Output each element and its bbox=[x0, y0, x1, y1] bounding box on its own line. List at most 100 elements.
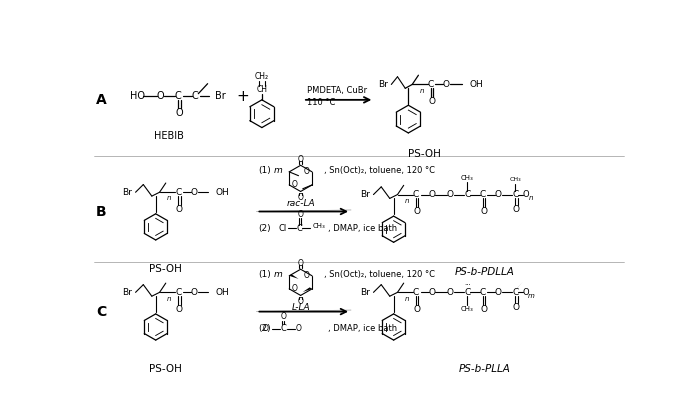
Text: O: O bbox=[298, 210, 303, 219]
Text: HEBIB: HEBIB bbox=[154, 131, 184, 141]
Text: O: O bbox=[480, 305, 487, 314]
Text: n: n bbox=[419, 88, 424, 94]
Text: A: A bbox=[96, 93, 107, 107]
Text: C: C bbox=[464, 190, 470, 199]
Text: PS-b-PLLA: PS-b-PLLA bbox=[458, 364, 510, 374]
Text: C: C bbox=[97, 305, 106, 319]
Text: (2): (2) bbox=[258, 224, 271, 233]
Text: O: O bbox=[176, 205, 183, 214]
Text: 110 °C: 110 °C bbox=[307, 98, 335, 107]
Text: Br: Br bbox=[122, 188, 132, 197]
Text: CH₃: CH₃ bbox=[461, 306, 474, 312]
Text: O: O bbox=[281, 312, 286, 322]
Text: , DMAP, ice bath: , DMAP, ice bath bbox=[328, 224, 397, 233]
Text: O: O bbox=[512, 205, 519, 215]
Text: Br: Br bbox=[360, 288, 370, 297]
Text: m: m bbox=[274, 270, 282, 279]
Text: n: n bbox=[167, 195, 171, 201]
Text: O: O bbox=[298, 259, 304, 268]
Text: O: O bbox=[428, 288, 435, 297]
Text: CH₃: CH₃ bbox=[313, 223, 326, 229]
Text: m: m bbox=[527, 293, 534, 299]
Text: n: n bbox=[167, 295, 171, 302]
Text: CH₃: CH₃ bbox=[510, 177, 521, 182]
Text: O: O bbox=[263, 324, 269, 333]
Text: O: O bbox=[190, 188, 197, 197]
Text: C: C bbox=[175, 288, 181, 297]
Polygon shape bbox=[515, 281, 523, 290]
Text: (1): (1) bbox=[258, 166, 271, 175]
Text: m: m bbox=[274, 166, 282, 175]
Text: O: O bbox=[176, 305, 183, 314]
Text: O: O bbox=[304, 271, 309, 280]
Text: +: + bbox=[236, 88, 249, 103]
Text: rac-LA: rac-LA bbox=[286, 199, 315, 208]
Text: C: C bbox=[512, 288, 519, 297]
Text: , Sn(Oct)₂, toluene, 120 °C: , Sn(Oct)₂, toluene, 120 °C bbox=[324, 166, 435, 175]
Text: O: O bbox=[414, 207, 421, 216]
Text: n: n bbox=[405, 198, 409, 204]
Text: O: O bbox=[443, 80, 450, 89]
Text: O: O bbox=[298, 155, 304, 164]
Text: O: O bbox=[157, 91, 164, 101]
Text: , DMAP, ice bath: , DMAP, ice bath bbox=[328, 324, 397, 333]
Text: O: O bbox=[292, 284, 298, 293]
Text: PMDETA, CuBr: PMDETA, CuBr bbox=[307, 86, 367, 95]
Text: C: C bbox=[175, 91, 181, 101]
Text: O: O bbox=[522, 288, 528, 297]
Text: PS-OH: PS-OH bbox=[148, 364, 181, 374]
Text: Br: Br bbox=[122, 288, 132, 297]
Text: O: O bbox=[414, 305, 421, 314]
Text: L-LA: L-LA bbox=[291, 303, 310, 312]
Text: (1): (1) bbox=[258, 270, 271, 279]
Text: , Sn(Oct)₂, toluene, 120 °C: , Sn(Oct)₂, toluene, 120 °C bbox=[324, 270, 435, 279]
Text: O: O bbox=[295, 324, 301, 333]
Text: C: C bbox=[175, 188, 181, 197]
Text: O: O bbox=[480, 207, 487, 216]
Text: C: C bbox=[413, 288, 419, 297]
Text: O: O bbox=[447, 190, 454, 199]
Text: n: n bbox=[405, 295, 409, 302]
Text: Br: Br bbox=[216, 91, 226, 101]
Text: O: O bbox=[428, 190, 435, 199]
Text: C: C bbox=[464, 288, 470, 297]
Text: C: C bbox=[428, 80, 434, 89]
Text: O: O bbox=[495, 190, 502, 199]
Text: ···: ··· bbox=[464, 282, 470, 288]
Text: PS-OH: PS-OH bbox=[148, 264, 181, 274]
Text: C: C bbox=[480, 190, 486, 199]
Text: O: O bbox=[292, 181, 298, 189]
Text: O: O bbox=[298, 193, 304, 202]
Text: O: O bbox=[522, 190, 528, 199]
Text: C: C bbox=[281, 324, 286, 333]
Text: HO: HO bbox=[130, 91, 145, 101]
Text: O: O bbox=[298, 297, 304, 306]
Text: n: n bbox=[528, 195, 533, 201]
Text: O: O bbox=[176, 108, 183, 118]
Text: C: C bbox=[512, 190, 519, 199]
Text: OH: OH bbox=[216, 188, 229, 197]
Text: Cl: Cl bbox=[279, 224, 287, 233]
Text: Br: Br bbox=[378, 80, 388, 89]
Text: OH: OH bbox=[216, 288, 229, 297]
Text: O: O bbox=[512, 303, 519, 312]
Text: CH₃: CH₃ bbox=[461, 175, 474, 181]
Text: Br: Br bbox=[360, 190, 370, 199]
Text: C: C bbox=[413, 190, 419, 199]
Text: O: O bbox=[304, 167, 309, 176]
Text: O: O bbox=[428, 97, 435, 106]
Polygon shape bbox=[289, 274, 298, 279]
Text: B: B bbox=[96, 205, 107, 219]
Text: (2): (2) bbox=[258, 324, 271, 333]
Text: PS-OH: PS-OH bbox=[408, 149, 441, 159]
Text: O: O bbox=[190, 288, 197, 297]
Text: C: C bbox=[192, 91, 199, 101]
Text: CH: CH bbox=[256, 85, 267, 94]
Text: CH₂: CH₂ bbox=[255, 72, 269, 81]
Text: O: O bbox=[447, 288, 454, 297]
Polygon shape bbox=[302, 287, 312, 292]
Text: PS-b-PDLLA: PS-b-PDLLA bbox=[454, 266, 514, 276]
Text: OH: OH bbox=[470, 80, 483, 89]
Text: O: O bbox=[495, 288, 502, 297]
Text: C: C bbox=[296, 224, 302, 233]
